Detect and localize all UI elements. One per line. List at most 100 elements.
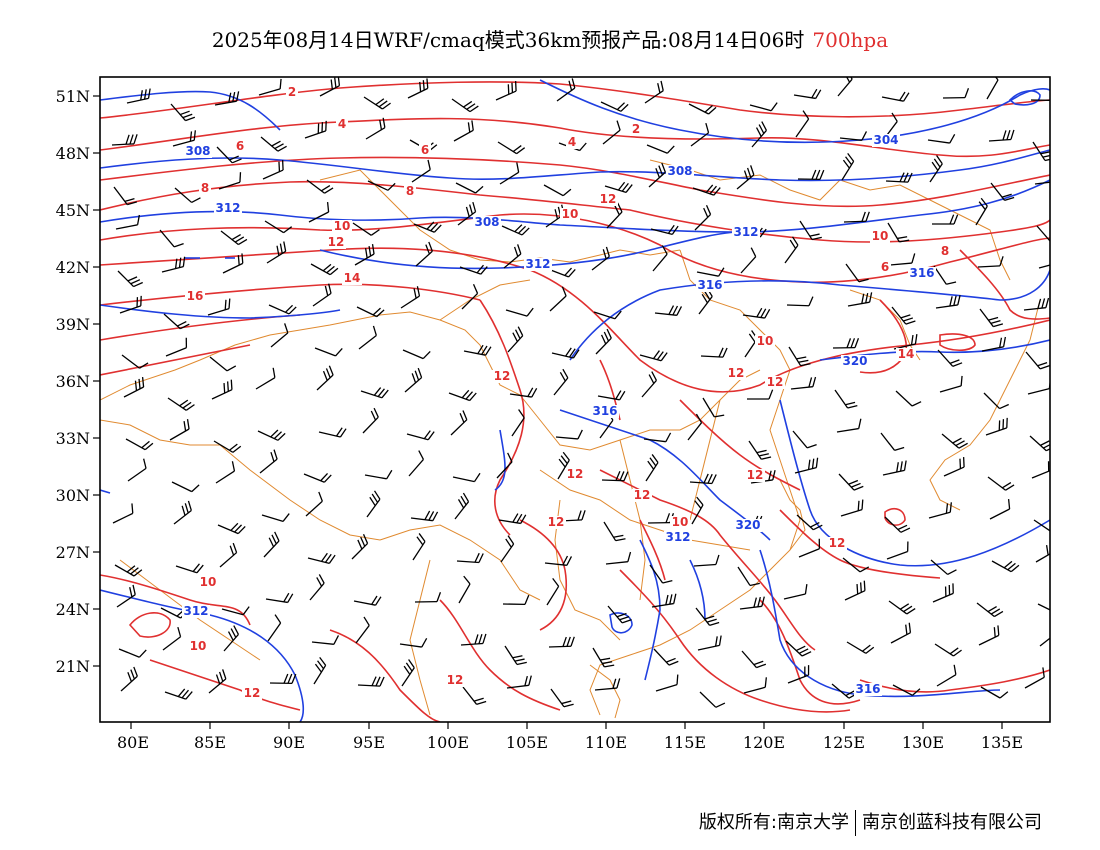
lon-label: 135E [981,733,1023,752]
label-backdrop [598,193,618,206]
temperature-label: 10 [872,229,889,243]
wind-barb [1033,519,1050,532]
wind-barb [268,304,297,315]
label-backdrop [755,335,775,348]
wind-barb [886,541,909,560]
wind-barb [125,438,154,451]
wind-barb [1024,667,1045,689]
wind-barb [793,88,822,100]
wind-barb [655,674,679,692]
wind-barb [847,292,873,307]
wind-barb [454,492,470,520]
wind-barb [653,648,679,666]
height-label: 320 [842,354,867,368]
wind-barb [838,473,864,491]
label-backdrop [566,136,578,149]
label-backdrop [419,144,431,157]
wind-barb [507,326,524,353]
wind-barb [412,533,426,561]
wind-barb [303,473,332,483]
label-backdrop [473,216,501,229]
wind-barb [844,580,866,601]
wind-barb [983,392,1009,410]
wind-barb [120,666,138,692]
wind-barb [213,440,242,453]
lon-label: 105E [506,733,548,752]
wind-barb [353,595,382,606]
wind-barb [456,552,484,564]
wind-barb [785,640,812,657]
label-backdrop [182,605,210,618]
wind-barb [207,298,231,316]
wind-barb [548,636,575,648]
wind-barb [700,347,728,358]
wind-barb [414,592,442,603]
wind-barb [790,376,817,390]
wind-barb [934,643,962,657]
wind-barb [453,120,474,142]
wind-barb [941,433,968,449]
wind-barb [943,457,965,477]
wind-barb [114,564,143,577]
wind-barb [506,675,532,689]
wind-barb [834,389,858,409]
wind-barb [305,491,323,517]
wind-barb [831,683,858,699]
wind-barb [837,77,853,97]
temperature-label: 12 [747,468,764,482]
wind-barb [411,159,431,183]
wind-barb [557,451,570,480]
map-title: 2025年08月14日WRF/cmaq模式36km预报产品:08月14日06时 7… [0,24,1100,53]
wind-barb [218,172,242,190]
wind-barb [739,596,765,610]
wind-barb [788,346,811,367]
wind-barb [119,295,142,314]
wind-barb [367,180,396,191]
wind-barb [262,160,284,180]
wind-barb [798,538,821,558]
temperature-label: 12 [567,467,584,481]
wind-barb [839,131,868,141]
copyright-footer: 版权所有:南京大学 南京创蓝科技有限公司 [699,808,1042,836]
wind-barb [927,134,956,144]
wind-barb [690,122,710,147]
wind-barb [458,575,471,604]
temperature-label: 12 [767,375,784,389]
wind-barb [936,664,957,687]
wind-barb [928,502,952,519]
lat-label: 33N [56,429,90,448]
wind-barb [693,554,720,567]
wind-barb [749,102,778,112]
wind-barb [644,80,664,104]
wind-barb [406,430,435,441]
title-level: 700hpa [812,28,889,52]
wind-barb [977,256,1004,268]
wind-barb [797,169,825,181]
wind-barb [740,247,757,274]
temperature-label: 8 [941,244,949,258]
wind-barb [989,498,1011,520]
label-backdrop [214,202,242,215]
wind-barb [499,162,520,185]
temperature-label: 2 [632,122,640,136]
wind-barb [975,197,988,226]
wind-barb [462,686,487,705]
wind-barb [884,516,911,533]
lon-label: 80E [117,733,149,752]
wind-barb [451,98,479,113]
wind-barb [358,325,377,350]
wind-barb [118,648,147,658]
wind-barb [643,432,672,443]
label-backdrop [492,370,512,383]
wind-barb [362,407,379,434]
lat-label: 42N [56,258,90,277]
label-backdrop [199,182,211,195]
wind-barb [976,602,1004,618]
height-label: 312 [525,257,550,271]
wind-barb [1036,225,1050,242]
label-backdrop [879,261,891,274]
wind-barb [652,245,668,272]
height-label: 312 [665,530,690,544]
wind-barb [702,397,725,418]
lat-label: 21N [56,657,90,676]
